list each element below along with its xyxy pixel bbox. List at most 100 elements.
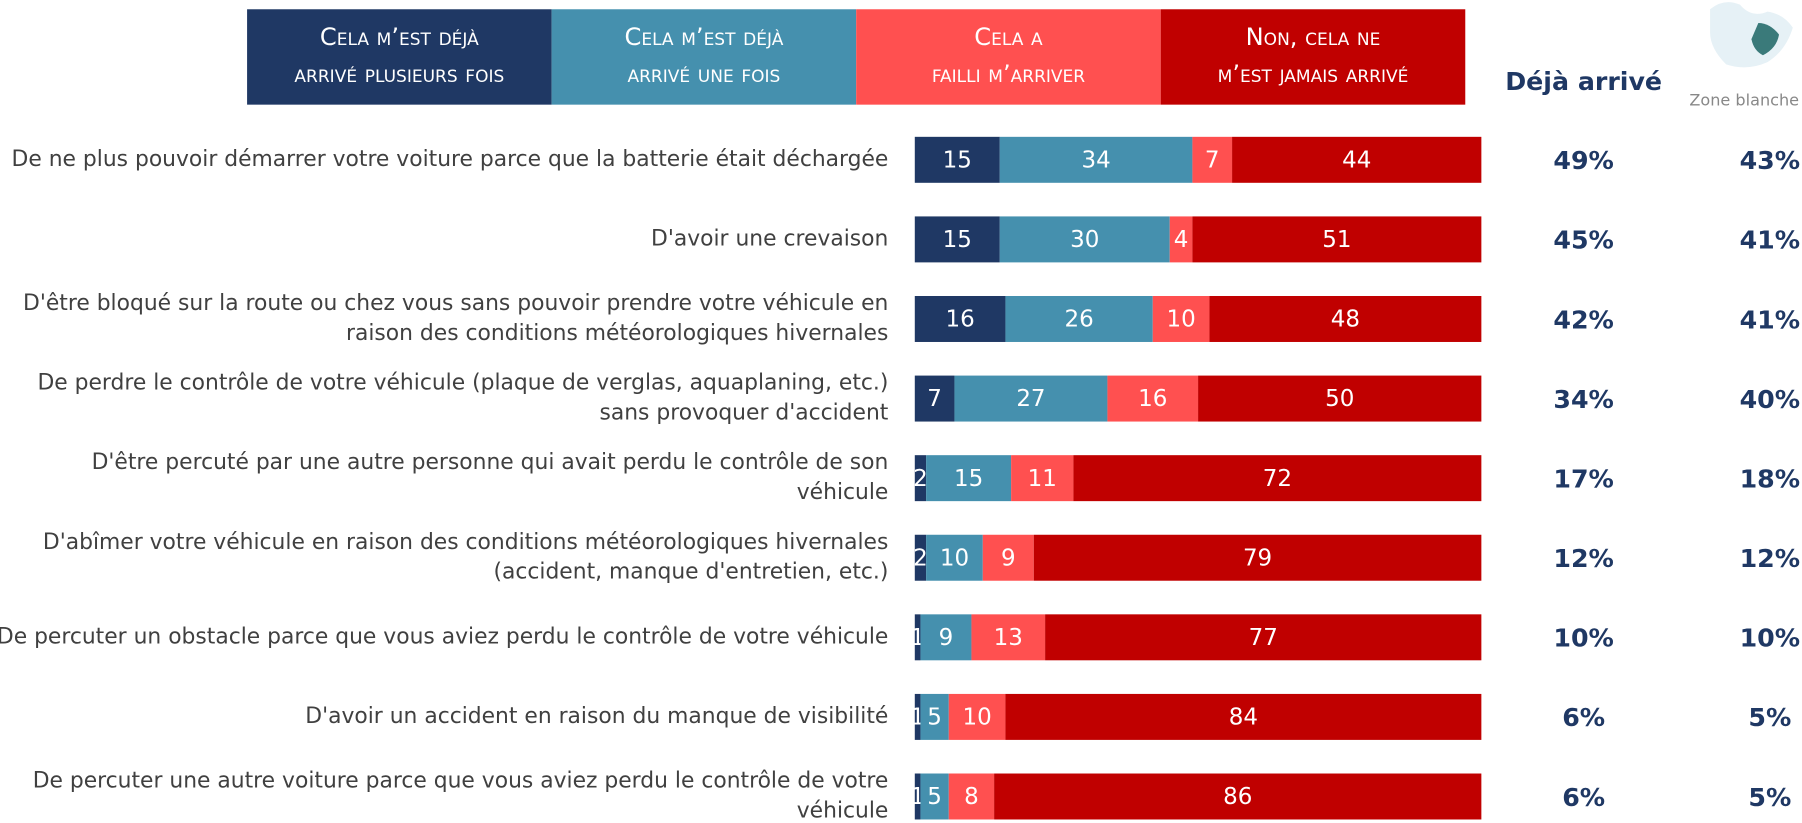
bar-label: 48 [1331, 307, 1360, 333]
bar-segment [1192, 136, 1233, 183]
column-value: 6% [1562, 703, 1605, 732]
legend-label: Cela m’est déjà arrivé plusieurs fois [294, 23, 504, 88]
category-label: De perdre le contrôle de votre véhicule … [37, 371, 888, 426]
legend-swatch [247, 9, 552, 105]
column-value: 41% [1740, 226, 1800, 255]
bar-label: 26 [1064, 307, 1093, 333]
bar-segment [914, 614, 921, 661]
bar-label: 7 [1205, 147, 1220, 173]
bar-segment [914, 136, 1000, 183]
bar-label: 77 [1249, 625, 1278, 651]
map-region [1751, 23, 1780, 56]
bar-segment [914, 773, 921, 820]
bar-segment [1005, 296, 1153, 342]
bar-segment [914, 296, 1006, 342]
bar-label: 10 [940, 545, 969, 571]
bar-segment [920, 614, 972, 661]
bar-label: 34 [1081, 147, 1110, 173]
legend-swatch [551, 9, 857, 105]
bar-label: 10 [962, 705, 991, 731]
bar-label: 50 [1325, 386, 1354, 412]
bar-label: 13 [994, 625, 1023, 651]
bar-label: 16 [945, 307, 974, 333]
legend-swatch [856, 9, 1161, 105]
bar-label: 15 [954, 466, 983, 492]
bar-label: 27 [1016, 386, 1045, 412]
bar-segment [914, 216, 1000, 263]
category-label: D'abîmer votre véhicule en raison des co… [43, 530, 888, 585]
bar-segment [1232, 136, 1482, 183]
category-label: De percuter un obstacle parce que vous a… [0, 624, 888, 649]
bar-segment [926, 455, 1012, 502]
bar-label: 5 [927, 784, 942, 810]
bar-segment [999, 136, 1193, 183]
bar-label: 11 [1028, 466, 1057, 492]
column-value: 41% [1740, 305, 1800, 334]
column-value: 12% [1740, 544, 1800, 573]
bar-segment [914, 534, 927, 581]
bar-segment [954, 375, 1108, 422]
column-value: 42% [1553, 305, 1613, 334]
bar-label: 5 [927, 705, 942, 731]
bar-label: 15 [943, 147, 972, 173]
map-icon [1710, 2, 1793, 68]
column-value: 10% [1553, 624, 1613, 653]
column-value: 17% [1553, 464, 1613, 493]
bar-segment [1045, 614, 1482, 661]
category-label: D'avoir une crevaison [651, 226, 888, 251]
column-header: Déjà arrivé [1505, 67, 1662, 96]
column-value: 10% [1740, 624, 1800, 653]
bar-label: 79 [1243, 545, 1272, 571]
column-value: 12% [1553, 544, 1613, 573]
bar-label: 72 [1263, 466, 1292, 492]
category-label: D'avoir un accident en raison du manque … [305, 704, 888, 729]
bar-segment [1011, 455, 1074, 502]
bar-segment [914, 455, 927, 502]
bar-segment [982, 534, 1034, 581]
bar-label: 2 [913, 545, 928, 571]
column-value: 45% [1553, 226, 1613, 255]
bar-segment [914, 375, 955, 422]
bar-segment [1209, 296, 1482, 342]
legend-label: Non, cela ne m’est jamais arrivé [1218, 23, 1409, 88]
bar-label: 84 [1229, 705, 1258, 731]
bar-segment [1073, 455, 1482, 502]
category-label: D'être percuté par une autre personne qu… [92, 450, 889, 505]
column-value: 5% [1748, 783, 1791, 812]
bar-segment [1198, 375, 1482, 422]
bar-segment [914, 693, 921, 740]
bar-label: 30 [1070, 227, 1099, 253]
bar-label: 16 [1138, 386, 1167, 412]
bar-segment [1169, 216, 1193, 263]
bar-segment [948, 773, 995, 820]
bar-label: 9 [1001, 545, 1016, 571]
bar-segment [1107, 375, 1199, 422]
column-value: 49% [1553, 146, 1613, 175]
column-header: Zone blanche [1689, 91, 1799, 110]
bar-segment [1152, 296, 1210, 342]
category-label: De ne plus pouvoir démarrer votre voitur… [12, 147, 889, 172]
bar-segment [920, 693, 949, 740]
column-value: 43% [1740, 146, 1800, 175]
column-value: 18% [1740, 464, 1800, 493]
legend-label: Cela a failli m’arriver [932, 23, 1085, 88]
bar-label: 86 [1223, 784, 1252, 810]
bar-label: 44 [1342, 147, 1371, 173]
bar-label: 51 [1322, 227, 1351, 253]
bar-segment [1033, 534, 1482, 581]
bar-segment [999, 216, 1170, 263]
category-label: D'être bloqué sur la route ou chez vous … [23, 291, 888, 346]
bar-segment [1005, 693, 1482, 740]
column-value: 5% [1748, 703, 1791, 732]
column-value: 40% [1740, 385, 1800, 414]
bar-label: 15 [943, 227, 972, 253]
bar-label: 9 [939, 625, 954, 651]
legend-swatch [1160, 9, 1466, 105]
bar-segment [1192, 216, 1482, 263]
column-value: 6% [1562, 783, 1605, 812]
bar-label: 2 [913, 466, 928, 492]
bar-segment [971, 614, 1046, 661]
bar-label: 8 [964, 784, 979, 810]
bar-label: 10 [1166, 307, 1195, 333]
